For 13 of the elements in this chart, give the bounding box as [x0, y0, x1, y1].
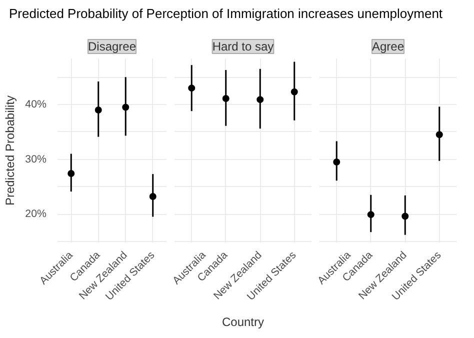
point	[122, 104, 130, 111]
chart-subtitle: Agree	[372, 40, 404, 54]
point	[149, 193, 156, 200]
point	[94, 106, 102, 114]
x-axis-title: Country	[222, 315, 264, 330]
chart-subtitle: Disagree	[88, 40, 136, 54]
text: Predicted Probability of Perception of Immigration increases unemployment	[9, 5, 443, 23]
y-tick-label: 40%	[25, 98, 48, 110]
y-axis-title: Predicted Probability	[3, 95, 18, 206]
y-tick-label: 30%	[25, 153, 48, 166]
chart-subtitle: Hard to say	[212, 40, 274, 54]
y-tick-label: 20%	[25, 208, 48, 220]
point	[68, 170, 75, 177]
